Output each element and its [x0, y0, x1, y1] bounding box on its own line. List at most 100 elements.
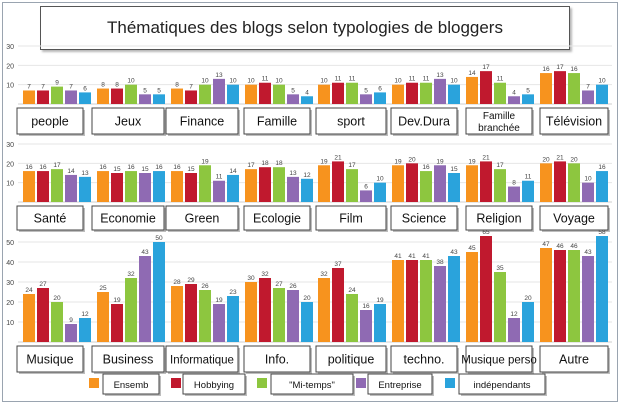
category-box-autre [539, 345, 609, 373]
data-label: 13 [289, 170, 297, 177]
y-tick-label: 30 [6, 142, 14, 149]
data-label: 10 [201, 78, 209, 85]
data-label: 10 [598, 78, 606, 85]
bar-people-ensemb [23, 90, 35, 104]
y-tick-label: 40 [6, 260, 14, 267]
category-box-people [16, 107, 84, 135]
data-label: 24 [25, 287, 33, 294]
data-label: 21 [482, 154, 490, 161]
bar-religion-entreprise [508, 186, 520, 202]
legend-label-independants: indépendants [473, 380, 530, 391]
category-label-business: Business [103, 353, 154, 367]
bar-television-independants [596, 84, 608, 104]
bar-musique-perso-independants [522, 302, 534, 342]
data-label: 27 [275, 281, 283, 288]
category-label-green: Green [185, 212, 220, 226]
bar-green-ensemb [171, 171, 183, 202]
bar-informatique-ensemb [171, 286, 183, 342]
bar-musique-hobbying [37, 288, 49, 342]
data-label: 20 [408, 156, 416, 163]
category-box-television [539, 107, 609, 135]
data-label: 7 [586, 83, 590, 90]
data-label: 18 [275, 160, 283, 167]
data-label: 50 [155, 235, 163, 242]
bar-sante-mi-temps [51, 169, 63, 202]
data-label: 26 [201, 283, 209, 290]
bar-green-independants [227, 174, 239, 202]
bar-politique-independants [374, 304, 386, 342]
data-label: 21 [334, 154, 342, 161]
data-label: 7 [189, 83, 193, 90]
bar-jeux-mi-temps [125, 84, 137, 104]
category-box-religion [465, 205, 533, 231]
data-label: 27 [39, 281, 47, 288]
bar-film-entreprise [360, 190, 372, 202]
bar-techno-hobbying [406, 260, 418, 342]
legend-label-mi-temps: "Mi-temps" [289, 380, 335, 391]
bar-economie-independants [153, 171, 165, 202]
category-box-sport [315, 107, 387, 135]
data-label: 10 [376, 176, 384, 183]
category-label-musique: Musique [26, 353, 73, 367]
category-box-musique [16, 345, 84, 373]
data-label: 12 [303, 172, 311, 179]
category-label-economie: Economie [100, 212, 156, 226]
bar-musique-mi-temps [51, 302, 63, 342]
data-label: 16 [155, 164, 163, 171]
data-label: 11 [423, 76, 430, 83]
data-label: 41 [394, 253, 402, 260]
data-label: 16 [362, 303, 370, 310]
data-label: 10 [394, 78, 402, 85]
data-label: 17 [556, 64, 564, 71]
data-label: 17 [496, 162, 504, 169]
bar-politique-ensemb [318, 278, 330, 342]
legend-swatch-hobbying [171, 378, 181, 388]
bar-religion-independants [522, 180, 534, 202]
data-label: 17 [53, 162, 61, 169]
bar-voyage-hobbying [554, 161, 566, 202]
category-box-informatique [165, 345, 239, 373]
data-label: 14 [229, 168, 237, 175]
data-label: 11 [216, 174, 223, 181]
data-label: 24 [348, 287, 356, 294]
data-label: 10 [229, 78, 237, 85]
bar-famille-entreprise [287, 94, 299, 104]
data-label: 17 [247, 162, 255, 169]
data-label: 16 [542, 66, 550, 73]
bar-film-independants [374, 182, 386, 202]
bar-television-mi-temps [568, 73, 580, 104]
bar-politique-hobbying [332, 268, 344, 342]
chart-title: Thématiques des blogs selon typologies d… [40, 6, 570, 50]
bar-sante-ensemb [23, 171, 35, 202]
data-label: 19 [201, 158, 209, 165]
bar-science-entreprise [434, 165, 446, 202]
data-label: 11 [525, 174, 532, 181]
bar-musique-independants [79, 318, 91, 342]
legend-label-hobbying: Hobbying [194, 380, 234, 391]
data-label: 37 [334, 261, 342, 268]
bar-religion-hobbying [480, 161, 492, 202]
data-label: 7 [41, 83, 45, 90]
bar-sport-independants [374, 92, 386, 104]
data-label: 46 [570, 243, 578, 250]
data-label: 7 [27, 83, 31, 90]
category-box-politique [315, 345, 387, 373]
bar-sport-mi-temps [346, 82, 358, 104]
data-label: 6 [378, 85, 382, 92]
data-label: 9 [69, 317, 73, 324]
y-tick-label: 20 [6, 63, 14, 70]
category-label-voyage: Voyage [553, 212, 595, 226]
data-label: 10 [584, 176, 592, 183]
category-box-finance [165, 107, 239, 135]
bar-info-mi-temps [273, 288, 285, 342]
bar-techno-ensemb [392, 260, 404, 342]
data-label: 16 [99, 164, 107, 171]
data-label: 20 [542, 156, 550, 163]
data-label: 5 [157, 87, 161, 94]
y-tick-label: 10 [6, 83, 14, 90]
data-label: 47 [542, 241, 550, 248]
bar-religion-ensemb [466, 165, 478, 202]
bar-finance-mi-temps [199, 84, 211, 104]
bar-people-entreprise [65, 90, 77, 104]
